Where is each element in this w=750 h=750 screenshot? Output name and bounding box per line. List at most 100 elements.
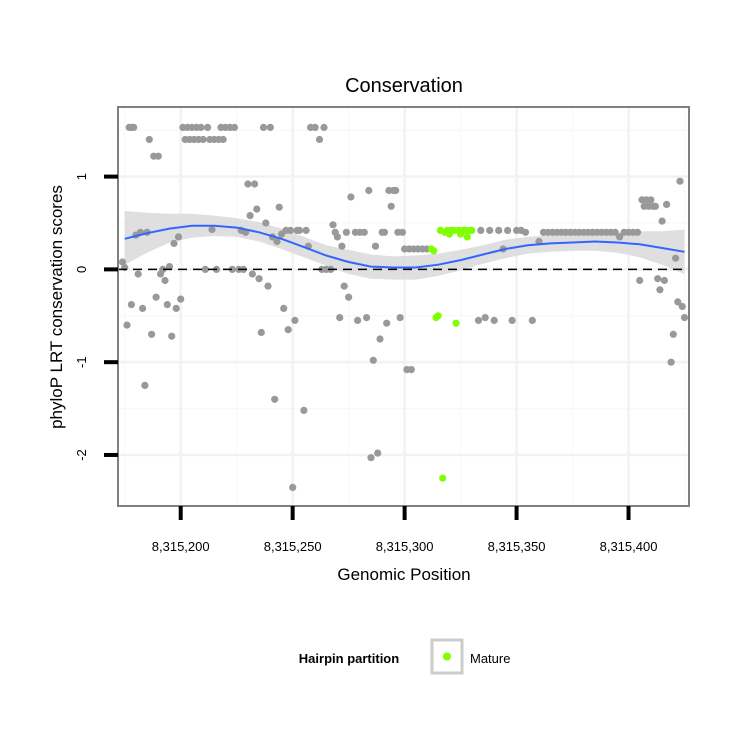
point-other	[197, 123, 205, 131]
point-other	[145, 135, 153, 144]
point-other	[680, 314, 689, 322]
point-other	[387, 202, 395, 210]
point-other	[284, 326, 292, 334]
point-other	[636, 276, 644, 285]
point-other	[486, 226, 494, 234]
point-other	[168, 332, 176, 340]
x-tick-label: 8,315,200	[152, 539, 210, 554]
point-other	[134, 270, 142, 278]
point-other	[165, 263, 174, 271]
point-other	[672, 254, 680, 262]
data-points	[118, 123, 689, 491]
point-other	[154, 152, 162, 160]
point-other	[230, 123, 238, 131]
point-other	[170, 239, 178, 247]
point-other	[651, 202, 660, 210]
point-other	[374, 449, 382, 457]
point-other	[633, 228, 642, 236]
point-other	[123, 321, 131, 329]
point-other	[266, 123, 274, 131]
point-other	[365, 186, 373, 195]
legend-title: Hairpin partition	[299, 651, 399, 666]
point-other	[380, 228, 389, 236]
legend: Hairpin partition Mature	[299, 638, 510, 675]
y-axis-title: phyloP LRT conservation scores	[47, 185, 66, 429]
point-other	[508, 316, 516, 324]
point-other	[678, 302, 686, 311]
point-other	[130, 123, 138, 131]
point-other	[302, 226, 310, 234]
point-other	[367, 454, 375, 462]
point-other	[139, 304, 147, 312]
point-other	[208, 225, 216, 234]
point-other	[660, 276, 669, 285]
point-other	[273, 237, 281, 246]
point-other	[376, 335, 384, 343]
point-other	[174, 233, 183, 241]
point-other	[371, 242, 380, 250]
confidence-ribbon-layer	[124, 210, 685, 280]
point-other	[246, 212, 254, 220]
point-other	[280, 304, 288, 312]
point-other	[257, 328, 265, 337]
x-axis-title: Genomic Position	[337, 565, 470, 584]
point-other	[141, 381, 149, 389]
point-other	[329, 221, 337, 229]
point-other	[300, 406, 308, 414]
x-tick-label: 8,315,300	[376, 539, 434, 554]
point-other	[669, 330, 677, 338]
point-mature	[439, 474, 447, 482]
point-other	[271, 395, 279, 403]
smooth-line-layer	[124, 224, 685, 269]
point-other	[333, 233, 341, 241]
chart-title: Conservation	[345, 75, 463, 97]
point-other	[275, 203, 283, 211]
point-other	[504, 226, 512, 234]
point-other	[320, 123, 328, 131]
point-other	[656, 286, 664, 294]
x-tick-label: 8,315,350	[488, 539, 546, 554]
point-other	[354, 316, 362, 324]
point-other	[228, 265, 236, 273]
point-other	[398, 228, 406, 236]
point-other	[172, 304, 180, 312]
point-mature	[468, 226, 476, 234]
point-other	[360, 228, 368, 236]
point-other	[152, 293, 160, 301]
point-other	[347, 193, 355, 201]
point-other	[521, 228, 530, 236]
point-other	[340, 282, 348, 290]
smooth-line	[124, 224, 685, 269]
point-other	[676, 177, 684, 185]
y-axis: -2 -1 0 1	[74, 173, 118, 461]
point-other	[244, 180, 252, 188]
point-other	[291, 316, 299, 324]
point-other	[342, 228, 350, 236]
point-other	[336, 314, 344, 322]
point-other	[490, 316, 498, 324]
y-tick-label: -2	[74, 449, 89, 461]
x-tick-label: 8,315,250	[264, 539, 322, 554]
point-other	[248, 270, 256, 278]
point-other	[369, 356, 377, 364]
point-mature	[434, 312, 442, 320]
point-other	[611, 228, 619, 236]
point-other	[163, 301, 171, 309]
y-tick-label: 0	[74, 266, 89, 273]
point-mature	[430, 247, 438, 255]
point-other	[616, 233, 624, 241]
point-other	[481, 314, 489, 322]
point-other	[118, 258, 127, 266]
point-other	[253, 205, 261, 213]
x-axis: 8,315,200 8,315,250 8,315,300 8,315,350 8,31…	[152, 506, 657, 554]
point-other	[647, 196, 655, 204]
point-other	[255, 275, 263, 283]
point-other	[159, 265, 167, 273]
point-other	[474, 316, 483, 324]
point-other	[396, 314, 404, 322]
y-tick-label: 1	[74, 173, 89, 180]
point-other	[177, 295, 185, 303]
legend-key-mature-dot	[443, 652, 451, 661]
legend-label-mature: Mature	[470, 651, 510, 666]
